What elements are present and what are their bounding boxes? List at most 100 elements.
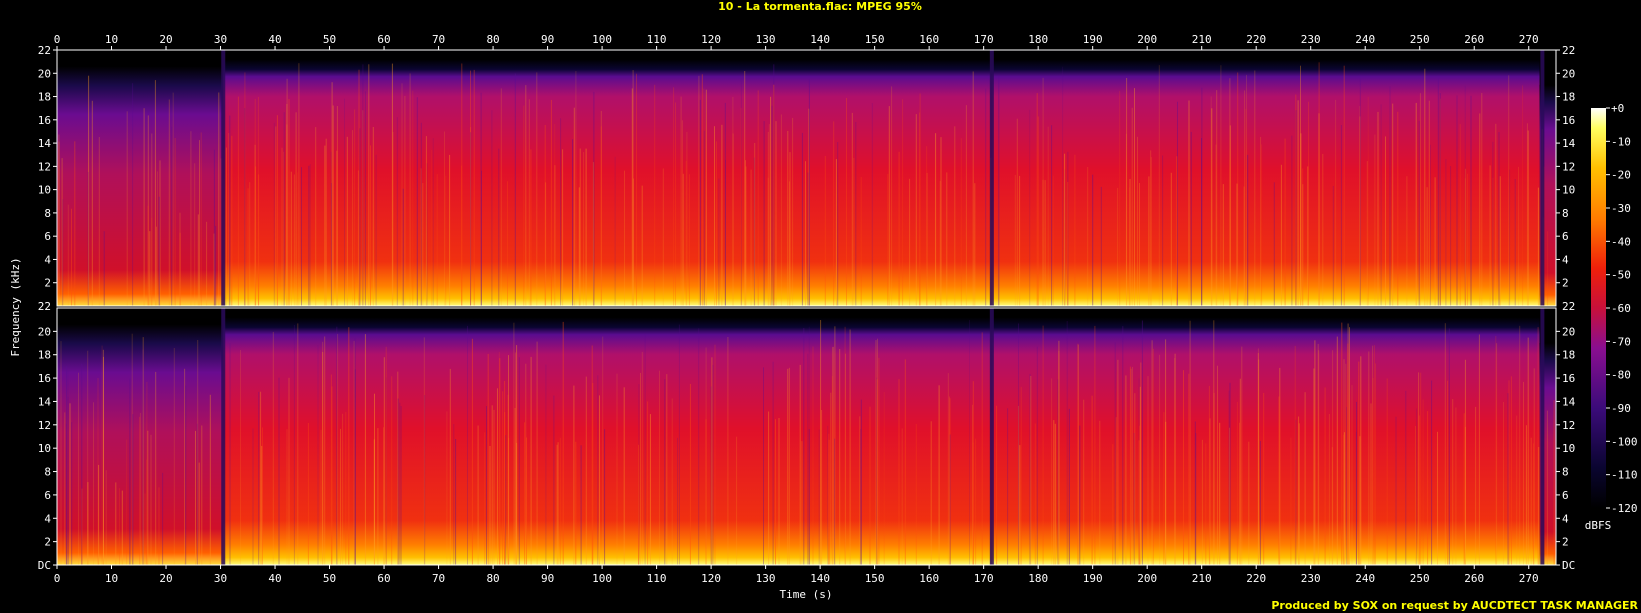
y-tick-label: 16 bbox=[1562, 372, 1575, 385]
spectral-streak bbox=[1507, 393, 1509, 565]
spectral-streak bbox=[1074, 154, 1076, 306]
x-tick-label: 240 bbox=[1355, 33, 1375, 46]
spectral-streak bbox=[773, 84, 775, 306]
spectral-streak bbox=[915, 114, 917, 306]
x-tick-label: 260 bbox=[1464, 572, 1484, 585]
spectral-streak bbox=[860, 177, 862, 306]
spectral-streak bbox=[1318, 113, 1320, 306]
spectral-streak bbox=[1510, 376, 1512, 565]
spectral-streak bbox=[258, 391, 260, 565]
spectral-streak bbox=[359, 128, 361, 306]
spectral-streak bbox=[298, 63, 300, 307]
spectral-streak bbox=[1328, 414, 1330, 565]
spectral-streak bbox=[158, 196, 160, 306]
spectral-streak bbox=[229, 115, 231, 306]
spectral-streak bbox=[489, 446, 491, 565]
colorbar-ticks: +0 -10 -20 -30 -40 -50 -60 -70 -80 -90 -100 -110 -12… bbox=[1606, 102, 1638, 515]
spectral-streak bbox=[996, 405, 998, 565]
x-tick-label: 170 bbox=[974, 33, 994, 46]
spectral-streak bbox=[258, 174, 260, 306]
spectral-streak bbox=[1530, 437, 1532, 565]
spectral-streak bbox=[919, 93, 921, 307]
spectral-streak bbox=[1373, 345, 1375, 565]
spectral-streak bbox=[969, 320, 970, 565]
spectral-streak bbox=[101, 345, 103, 565]
spectral-streak bbox=[404, 95, 406, 307]
spectral-streak bbox=[383, 357, 385, 565]
spectral-streak bbox=[330, 374, 332, 565]
y-tick-label: 22 bbox=[38, 300, 51, 313]
spectral-streak bbox=[1068, 408, 1070, 565]
spectral-streak bbox=[1150, 157, 1152, 306]
spectral-streak bbox=[926, 146, 928, 306]
spectral-streak bbox=[807, 353, 809, 565]
spectral-streak bbox=[206, 221, 208, 306]
spectral-streak bbox=[1385, 136, 1386, 306]
x-tick-label: 0 bbox=[54, 572, 61, 585]
spectral-streak bbox=[179, 232, 181, 306]
spectral-streak bbox=[1332, 350, 1334, 565]
spectral-streak bbox=[357, 170, 359, 306]
spectral-streak bbox=[754, 143, 756, 306]
spectral-streak bbox=[1100, 186, 1102, 306]
spectral-streak bbox=[688, 174, 690, 306]
spectral-streak bbox=[507, 394, 509, 565]
spectral-streak bbox=[1150, 150, 1152, 306]
x-tick-label: 30 bbox=[214, 572, 227, 585]
spectral-streak bbox=[1336, 336, 1338, 565]
y-tick-label: 20 bbox=[38, 67, 51, 80]
spectral-streak bbox=[481, 170, 482, 306]
spectral-streak bbox=[98, 137, 100, 306]
spectral-streak bbox=[283, 151, 285, 306]
spectral-streak bbox=[750, 169, 752, 306]
spectral-streak bbox=[1347, 323, 1349, 565]
x-tick-label: 120 bbox=[701, 572, 721, 585]
spectral-streak bbox=[240, 350, 241, 565]
spectral-streak bbox=[67, 396, 69, 565]
spectral-streak bbox=[504, 380, 506, 565]
spectral-streak bbox=[286, 429, 288, 565]
x-tick-label: 220 bbox=[1246, 33, 1266, 46]
spectral-streak bbox=[139, 416, 141, 565]
spectral-streak bbox=[1308, 101, 1309, 306]
y-tick-label: 22 bbox=[38, 44, 51, 57]
spectral-streak bbox=[597, 375, 599, 565]
segment-band bbox=[223, 59, 992, 307]
spectral-streak bbox=[513, 322, 515, 565]
y-tick-label: 4 bbox=[1562, 512, 1569, 525]
spectral-streak bbox=[64, 412, 66, 565]
spectral-streak bbox=[604, 429, 606, 565]
spectral-streak bbox=[560, 118, 562, 307]
spectral-streak bbox=[859, 416, 861, 565]
spectral-streak bbox=[835, 159, 837, 306]
spectral-streak bbox=[87, 482, 89, 565]
spectral-streak bbox=[1058, 340, 1060, 565]
spectral-streak bbox=[536, 72, 538, 307]
spectral-streak bbox=[364, 91, 366, 307]
spectral-streak bbox=[508, 437, 510, 565]
spectral-streak bbox=[301, 167, 302, 306]
spectral-streak bbox=[949, 398, 951, 565]
spectral-streak bbox=[1377, 111, 1379, 307]
y-tick-label: 8 bbox=[44, 466, 51, 479]
spectral-streak bbox=[1386, 378, 1388, 565]
spectral-streak bbox=[1302, 168, 1304, 306]
spectral-streak bbox=[78, 372, 79, 565]
spectral-streak bbox=[69, 403, 71, 565]
y-tick-label: 6 bbox=[44, 489, 51, 502]
spectral-streak bbox=[195, 430, 196, 565]
spectral-streak bbox=[600, 110, 602, 307]
spectral-streak bbox=[491, 110, 493, 306]
chart-title: 10 - La tormenta.flac: MPEG 95% bbox=[718, 0, 922, 13]
spectral-streak bbox=[1418, 415, 1420, 565]
spectral-streak bbox=[789, 181, 790, 306]
spectral-streak bbox=[736, 436, 738, 565]
spectral-streak bbox=[126, 111, 128, 306]
spectral-streak bbox=[600, 126, 602, 306]
spectral-streak bbox=[972, 442, 974, 565]
spectral-streak bbox=[1464, 85, 1466, 307]
spectral-streak bbox=[1368, 351, 1370, 565]
spectral-streak bbox=[705, 419, 707, 565]
x-tick-label: 0 bbox=[54, 33, 61, 46]
spectral-streak bbox=[168, 99, 170, 306]
